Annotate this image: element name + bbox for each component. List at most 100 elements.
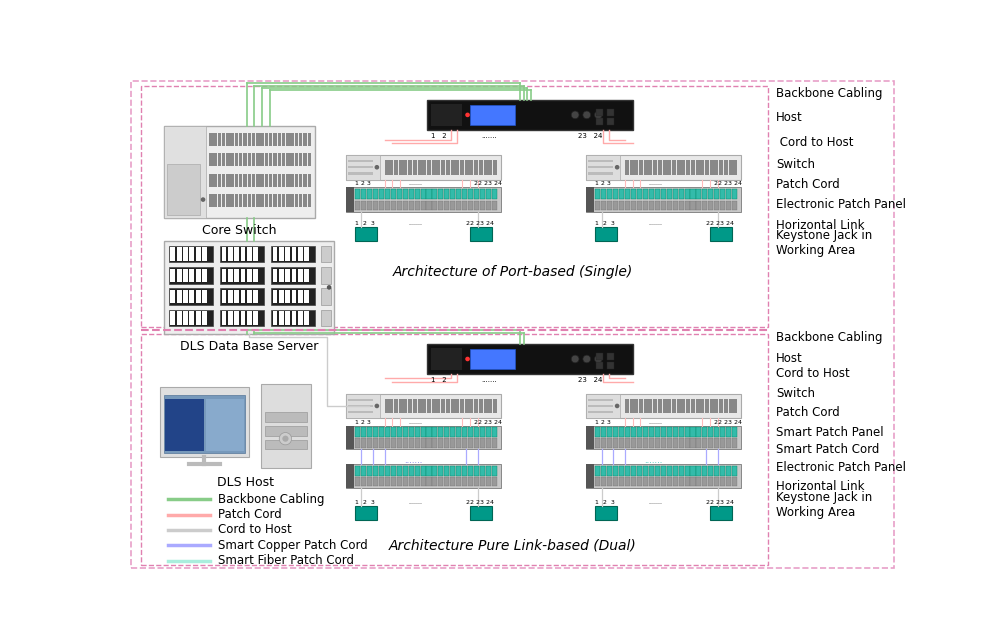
Bar (367, 477, 372, 486)
Bar (213, 133, 217, 146)
Bar (243, 154, 247, 167)
Circle shape (201, 197, 205, 202)
Bar (321, 246, 331, 262)
Bar (643, 466, 648, 476)
Bar (265, 133, 268, 146)
Bar (470, 105, 515, 125)
Bar (248, 174, 251, 186)
Bar (586, 426, 594, 449)
Bar (189, 248, 194, 261)
Bar (418, 399, 422, 413)
Bar (421, 201, 426, 210)
Bar (488, 399, 492, 413)
Bar (348, 411, 373, 413)
Bar (631, 428, 636, 437)
Bar (196, 290, 201, 303)
Bar (385, 189, 390, 199)
Bar (690, 201, 696, 210)
Bar (634, 160, 638, 175)
Bar (165, 399, 204, 451)
Bar (455, 160, 459, 175)
Bar (691, 160, 695, 175)
Bar (631, 466, 636, 476)
Bar (218, 194, 221, 207)
Bar (421, 466, 426, 476)
Bar (673, 477, 678, 486)
Bar (625, 189, 630, 199)
Bar (486, 189, 491, 199)
Circle shape (375, 165, 379, 170)
Bar (613, 428, 618, 437)
Bar (729, 160, 733, 175)
Bar (720, 428, 725, 437)
Text: 1  2  3: 1 2 3 (355, 221, 375, 226)
Bar (450, 189, 455, 199)
Bar (690, 477, 696, 486)
Bar (586, 464, 594, 487)
Bar (373, 477, 378, 486)
Bar (655, 477, 660, 486)
Bar (177, 248, 182, 261)
Bar (696, 189, 701, 199)
Text: Patch Cord: Patch Cord (776, 406, 840, 419)
Bar (379, 428, 384, 437)
Bar (361, 477, 366, 486)
Bar (493, 160, 497, 175)
Text: Cord to Host: Cord to Host (776, 136, 854, 149)
Bar (230, 154, 234, 167)
Bar (714, 477, 719, 486)
Bar (385, 399, 389, 413)
Bar (456, 477, 461, 486)
Bar (239, 154, 242, 167)
Bar (696, 399, 700, 413)
Bar (613, 201, 618, 210)
Bar (726, 477, 731, 486)
Bar (209, 133, 213, 146)
Bar (379, 477, 384, 486)
Bar (164, 241, 334, 334)
Bar (299, 194, 302, 207)
Bar (304, 248, 309, 261)
Bar (373, 201, 378, 210)
Bar (409, 439, 414, 448)
Bar (367, 466, 372, 476)
Bar (702, 439, 707, 448)
Bar (403, 477, 408, 486)
Bar (460, 399, 464, 413)
Text: 23   24: 23 24 (578, 133, 603, 140)
Text: 1   2: 1 2 (431, 377, 447, 383)
Bar (196, 248, 201, 261)
Text: Smart Patch Panel: Smart Patch Panel (776, 426, 884, 439)
Bar (299, 133, 302, 146)
Bar (167, 164, 200, 215)
Circle shape (375, 404, 379, 408)
Bar (379, 189, 384, 199)
Bar (295, 154, 298, 167)
Bar (222, 174, 225, 186)
Bar (397, 189, 402, 199)
Text: 1 2 3: 1 2 3 (355, 181, 371, 186)
Bar (619, 201, 624, 210)
Bar (397, 466, 402, 476)
Bar (677, 399, 681, 413)
Bar (285, 269, 290, 282)
Bar (391, 201, 396, 210)
Bar (282, 174, 285, 186)
Bar (355, 201, 360, 210)
Bar (655, 466, 660, 476)
Text: 1 2 3: 1 2 3 (595, 181, 611, 186)
Bar (303, 194, 307, 207)
Bar (170, 290, 175, 303)
Bar (619, 439, 624, 448)
Text: DLS Host: DLS Host (217, 476, 274, 489)
Bar (361, 466, 366, 476)
Text: Backbone Cabling: Backbone Cabling (776, 331, 883, 344)
Bar (273, 154, 277, 167)
Bar (239, 194, 242, 207)
Bar (355, 506, 377, 520)
Bar (286, 154, 290, 167)
Bar (235, 174, 238, 186)
Bar (348, 160, 373, 162)
Bar (415, 466, 420, 476)
Bar (643, 439, 648, 448)
